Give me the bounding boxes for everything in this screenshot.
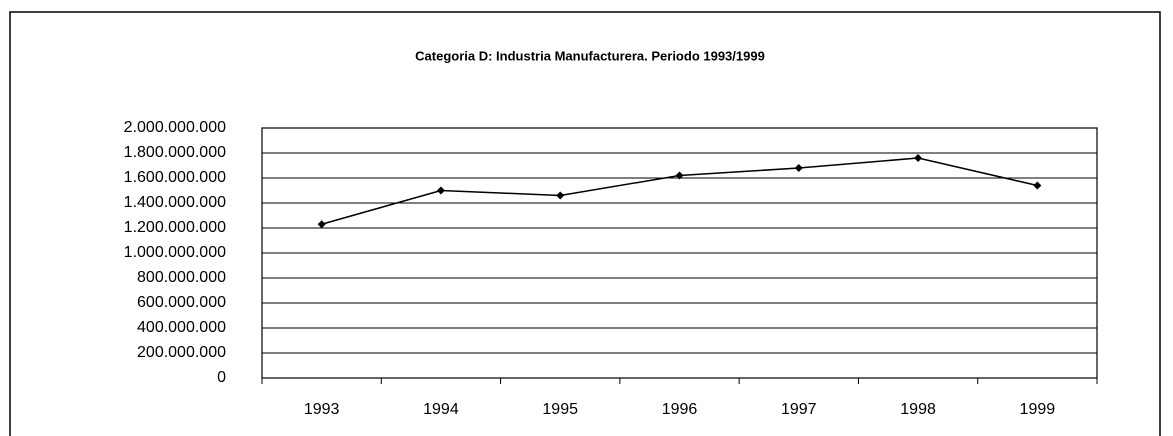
x-tick-label: 1995 [542, 401, 578, 418]
y-tick-label: 400.000.000 [137, 319, 226, 336]
y-tick-label: 1.200.000.000 [124, 219, 226, 236]
line [321, 157, 1038, 225]
y-tick-label: 1.400.000.000 [124, 194, 226, 211]
y-tick-label: 1.600.000.000 [124, 169, 226, 186]
x-tick-label: 1993 [304, 401, 340, 418]
chart-title: Categoria D: Industria Manufacturera. Pe… [415, 48, 765, 63]
marker [794, 164, 803, 172]
y-tick-label: 1.000.000.000 [124, 244, 226, 261]
x-tick-label: 1996 [662, 401, 698, 418]
marker [1033, 181, 1042, 190]
marker [675, 171, 684, 180]
y-tick-label: 200.000.000 [137, 344, 226, 361]
y-tick-label: 800.000.000 [137, 269, 226, 286]
marker [556, 191, 565, 200]
x-tick-label: 1994 [423, 401, 459, 418]
marker [914, 154, 923, 162]
y-tick-label: 1.800.000.000 [124, 144, 226, 161]
y-tick-label: 2.000.000.000 [124, 119, 226, 136]
plot-border [261, 127, 1098, 379]
chart-frame [9, 11, 1161, 436]
x-tick-label: 1999 [1020, 401, 1056, 418]
x-tick-label: 1997 [781, 401, 817, 418]
y-tick-label: 0 [217, 369, 226, 386]
marker [317, 220, 326, 229]
marker [436, 186, 445, 195]
x-tick-label: 1998 [900, 401, 936, 418]
y-tick-label: 600.000.000 [137, 294, 226, 311]
